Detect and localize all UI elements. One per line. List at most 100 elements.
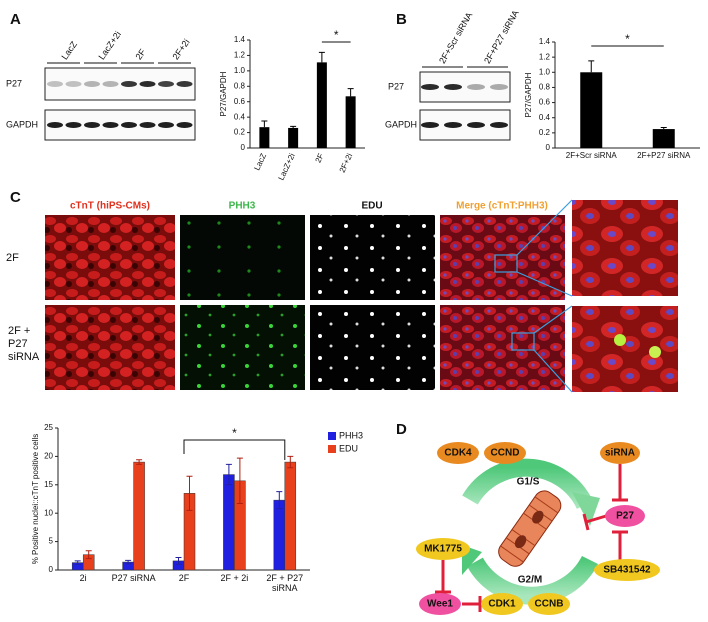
x-tick-label: P27 siRNA: [111, 573, 156, 583]
bar: [652, 129, 675, 148]
y-axis-label: % Positive nuclei::cTnT positive cells: [31, 434, 40, 565]
node-ellipse: [416, 538, 470, 560]
error-bar: [261, 120, 268, 128]
y-tick-label: 20: [44, 452, 53, 461]
node-ellipse: [484, 442, 526, 464]
column-header: EDU: [361, 201, 382, 212]
node-label: SB431542: [603, 565, 651, 576]
y-tick-label: 5: [49, 537, 54, 546]
blot-band: [84, 122, 100, 128]
y-tick-label: 0: [241, 143, 246, 152]
bar: [223, 474, 235, 571]
error-bar: [276, 491, 283, 510]
y-tick-label: 0.6: [234, 97, 246, 106]
y-tick-label: 1.0: [234, 66, 246, 75]
bar: [273, 499, 286, 571]
blot-band: [158, 81, 174, 87]
image-merge: [440, 305, 565, 390]
error-bar: [290, 125, 297, 128]
node-label: P27: [616, 511, 634, 522]
blot-band: [421, 84, 439, 90]
cell-highlight: [614, 334, 626, 346]
phase-label: G2/M: [518, 575, 542, 586]
blot-band: [139, 81, 156, 87]
legend-swatch: [328, 432, 336, 440]
error-bar: [74, 560, 81, 565]
column-header: cTnT (hiPS-CMs): [70, 201, 150, 212]
lane-label: LacZ: [59, 39, 79, 62]
row-label: 2F: [6, 252, 19, 264]
blot-band: [47, 122, 63, 128]
significance-label: *: [625, 32, 630, 46]
y-tick-label: 0.6: [539, 98, 551, 107]
x-tick-label: 2F+P27 siRNA: [637, 151, 691, 160]
blot-band: [176, 122, 193, 128]
lane-label: 2F: [133, 47, 148, 62]
panel-label: D: [396, 421, 407, 438]
node-ellipse: [600, 442, 640, 464]
node-label: CDK1: [488, 599, 516, 610]
blot-band: [84, 81, 100, 87]
column-header: PHH3: [229, 201, 256, 212]
blot-band: [139, 122, 156, 128]
significance-label: *: [334, 28, 339, 42]
image-phh3: [180, 215, 305, 300]
image-merge: [440, 215, 565, 300]
panel-label: B: [396, 11, 407, 28]
bar: [288, 127, 299, 148]
panel-label: C: [10, 189, 21, 206]
image-zoom: [572, 200, 678, 296]
node-label: siRNA: [605, 448, 635, 459]
image-phh3: [180, 305, 305, 390]
blot-band: [102, 81, 119, 87]
blot-row-label: P27: [6, 78, 22, 88]
blot-band: [47, 81, 63, 87]
lane-label: 2F+P27 siRNA: [482, 8, 521, 65]
x-tick-label: LacZ+2i: [277, 152, 297, 182]
node-label: CDK4: [444, 448, 472, 459]
panel-label: A: [10, 11, 21, 28]
node-label: Wee1: [427, 599, 453, 610]
significance-label: *: [232, 426, 237, 440]
blot-row-label: P27: [388, 81, 404, 91]
y-tick-label: 0.2: [234, 128, 246, 137]
y-tick-label: 0.4: [234, 112, 246, 121]
bar: [316, 62, 327, 148]
node-label: MK1775: [424, 544, 462, 555]
legend-label: EDU: [339, 443, 358, 453]
lane-label: 2F+2i: [170, 37, 191, 61]
node-ellipse: [594, 559, 660, 581]
x-tick-label: 2F + P27 siRNA: [266, 573, 304, 593]
legend-label: PHH3: [339, 430, 363, 440]
node-ellipse: [481, 593, 523, 615]
error-bar: [225, 463, 232, 486]
blot-band: [158, 122, 174, 128]
error-bar: [318, 51, 325, 63]
zoom-guides: [494, 199, 573, 393]
y-tick-label: 0: [49, 565, 54, 574]
blot-band: [444, 84, 462, 90]
node-ellipse: [419, 593, 461, 615]
legend-swatch: [328, 445, 336, 453]
cardiomyocyte: [498, 490, 562, 567]
y-tick-label: 1.2: [539, 52, 551, 61]
error-bar: [125, 559, 132, 565]
inhibition-arrows: [435, 464, 628, 612]
y-tick-label: 0.8: [234, 81, 246, 90]
x-tick-label: 2F: [178, 573, 190, 583]
cell-cycle-ring: [462, 458, 600, 605]
bar: [580, 72, 603, 148]
x-tick-label: 2F + 2i: [220, 573, 249, 583]
blot-band: [444, 122, 462, 128]
y-tick-label: 0: [546, 143, 551, 152]
error-bar: [588, 60, 595, 73]
x-tick-label: 2F+2i: [338, 152, 355, 174]
node-ellipse: [605, 505, 645, 527]
blot-band: [490, 84, 508, 90]
bar: [345, 96, 356, 148]
image-ctnt: [45, 215, 175, 300]
phase-label: G1/S: [517, 477, 540, 488]
blot-band: [121, 122, 137, 128]
bar: [133, 461, 145, 571]
